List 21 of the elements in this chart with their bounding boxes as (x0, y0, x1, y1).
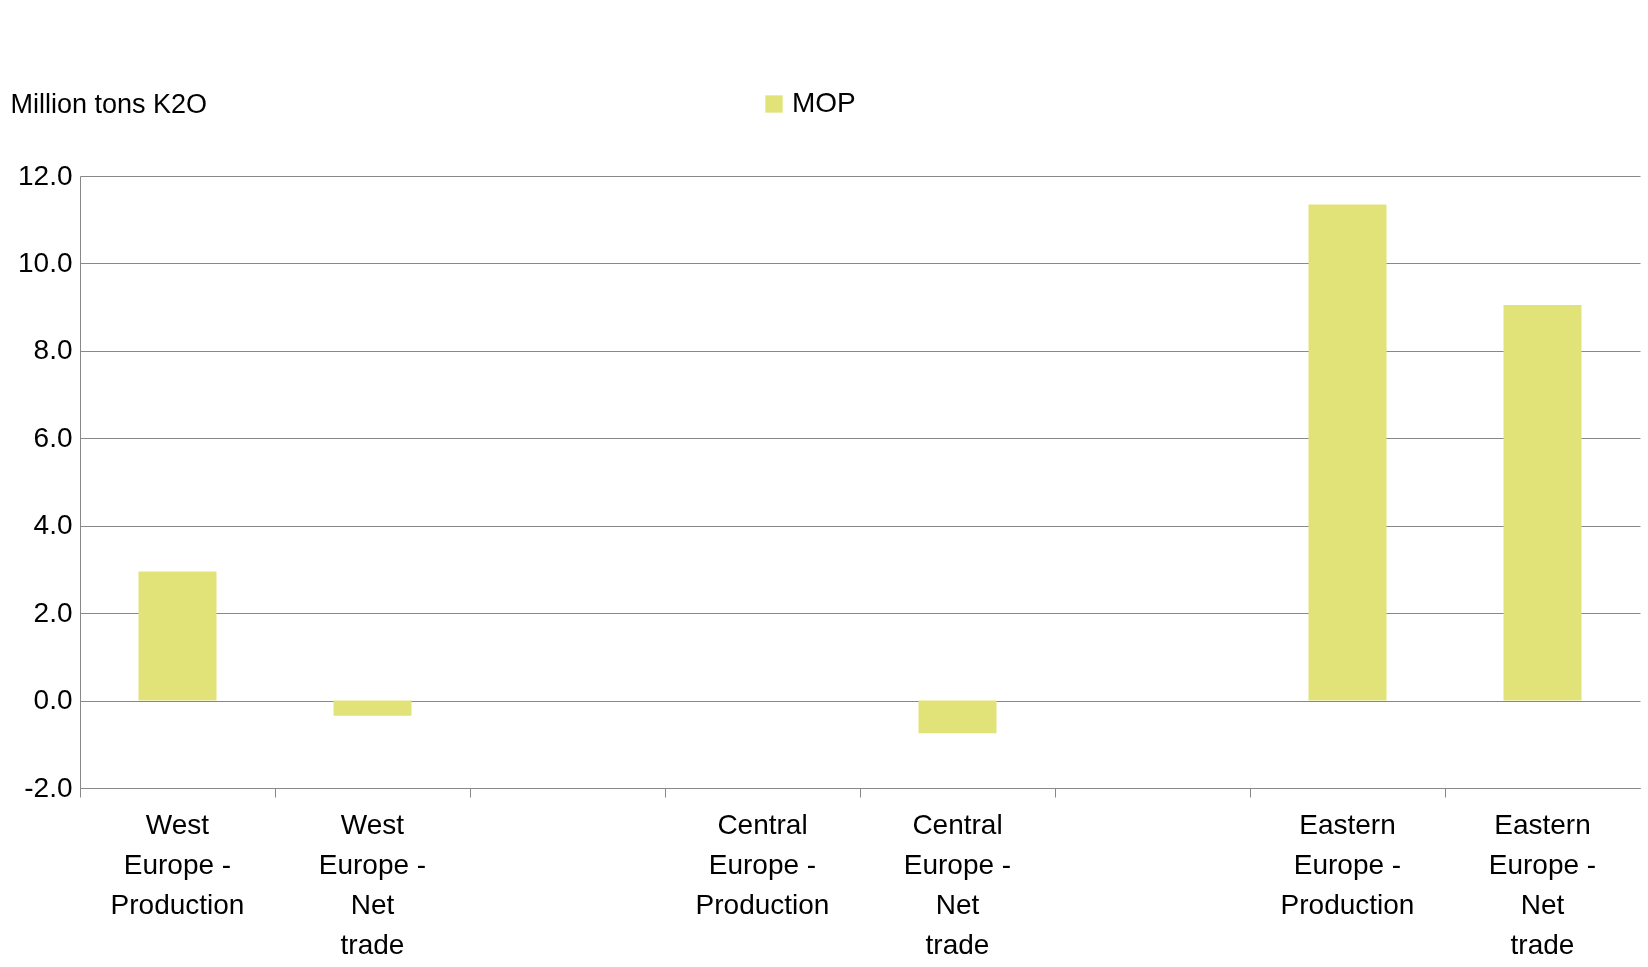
y-tick-label: 2.0 (33, 596, 73, 628)
y-tick-label: 4.0 (33, 509, 73, 541)
y-tick-label: 0.0 (33, 684, 73, 716)
y-tick-label: 6.0 (33, 421, 73, 453)
bar (918, 700, 997, 734)
x-tick-label: Central Europe - Net trade (903, 808, 1012, 960)
y-tick-label: 8.0 (33, 334, 73, 366)
x-tick-label: West Europe - Production (110, 808, 245, 920)
y-tick-label: 12.0 (18, 159, 73, 191)
y-tick-label: -2.0 (24, 771, 73, 803)
legend-label: MOP (792, 87, 856, 118)
x-tick-label: West Europe - Net trade (318, 808, 427, 960)
bar (138, 571, 217, 701)
x-tick-label: Eastern Europe - Net trade (1488, 808, 1597, 960)
bar (333, 700, 412, 716)
bar (1308, 204, 1387, 701)
y-tick-label: 10.0 (18, 246, 73, 278)
x-tick-label: Central Europe - Production (695, 808, 830, 920)
y-axis-title: Million tons K2O (10, 88, 208, 119)
bar (1503, 304, 1582, 701)
x-tick-label: Eastern Europe - Production (1280, 808, 1415, 920)
